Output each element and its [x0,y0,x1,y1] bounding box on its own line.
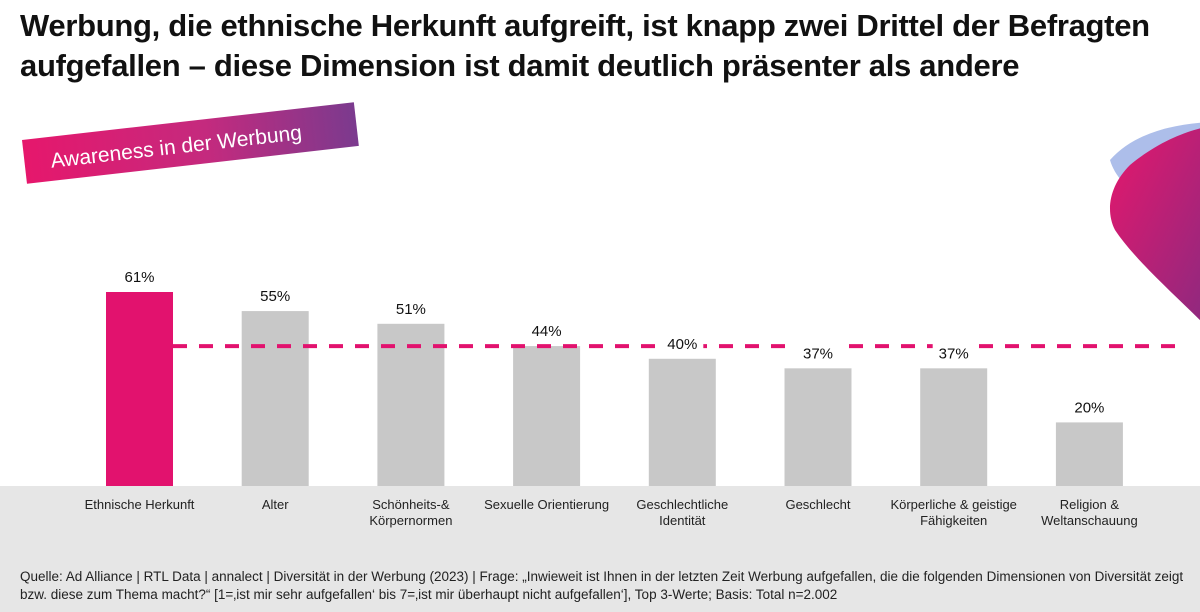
category-label-5: Geschlecht [785,497,851,512]
bar-2 [377,323,445,486]
bar-7 [1055,422,1123,486]
value-label-bg-3 [525,320,568,341]
value-label-3: 44% [532,323,562,340]
value-label-0: 61% [124,269,154,286]
category-label-2: Schönheits-& Körpernormen [369,497,453,528]
bar-1 [241,311,309,486]
value-label-bg-1 [254,285,297,306]
value-label-bg-7 [1068,396,1111,417]
value-label-5: 37% [803,345,833,362]
category-label-1: Alter [261,497,289,512]
source-note: Quelle: Ad Alliance | RTL Data | annalec… [20,569,1184,602]
bar-4 [648,358,716,486]
bar-0 [106,292,173,486]
bar-3 [513,346,581,486]
value-label-4: 40% [667,336,697,353]
value-label-bg-4 [661,332,704,353]
decorative-shape [1110,122,1200,321]
category-label-6: Körperliche & geistige Fähigkeiten [890,497,1017,528]
value-label-bg-0 [118,266,161,286]
category-label-7: Religion & Weltanschauung [1041,497,1138,528]
value-label-bg-5 [797,342,839,363]
category-label-3: Sexuelle Orientierung [484,497,610,512]
bar-chart: 61% 55% 51% 44% 40% 37% 37% 20% [106,266,1178,486]
value-label-7: 20% [1074,399,1104,416]
value-label-2: 51% [396,301,426,318]
value-label-1: 55% [260,288,290,305]
bar-5 [784,368,852,486]
category-label-4: Geschlechtliche Identität [636,497,729,528]
category-label-0: Ethnische Herkunft [84,497,195,512]
value-label-bg-2 [389,297,432,318]
page-title: Werbung, die ethnische Herkunft aufgreif… [20,8,1150,83]
bar-6 [920,368,988,486]
value-label-6: 37% [939,345,969,362]
value-label-bg-6 [932,342,975,363]
footer-band [0,486,1200,612]
